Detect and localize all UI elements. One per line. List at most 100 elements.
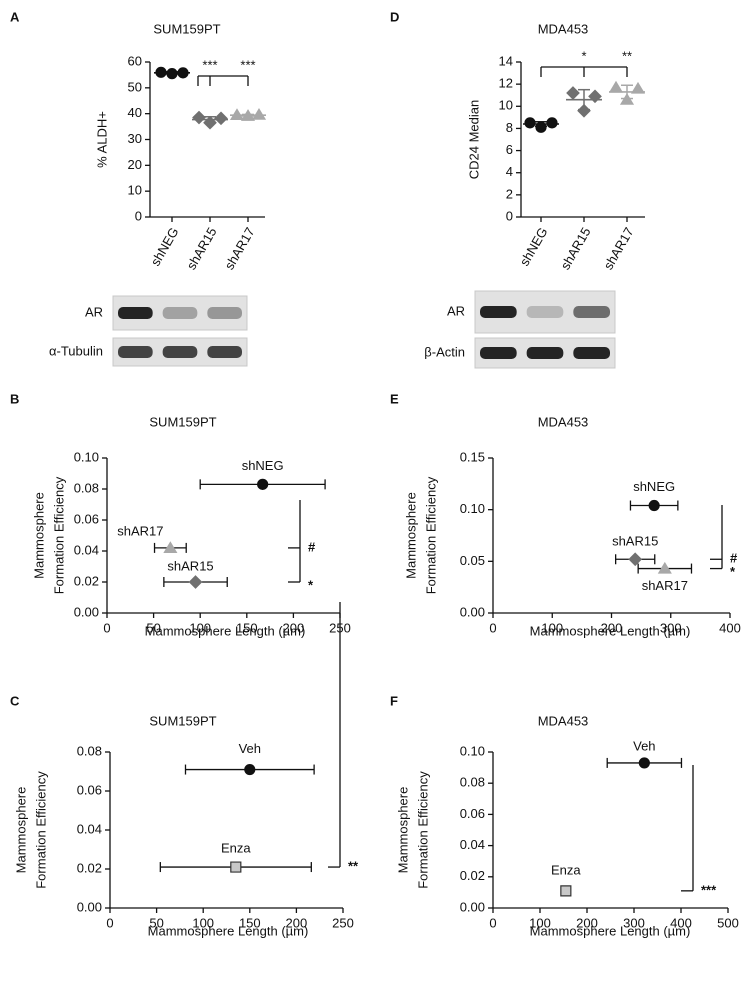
marker [619, 92, 635, 105]
panel-letter: E [390, 391, 399, 406]
point-label: Enza [221, 840, 251, 855]
y-tick-label: 0.10 [460, 501, 485, 516]
x-tick-label: 100 [189, 620, 211, 635]
y-tick-label: 0.00 [460, 899, 485, 914]
y-tick-label: 0.15 [460, 449, 485, 464]
point-label: Veh [239, 741, 261, 756]
y-tick-label: 0.10 [460, 743, 485, 758]
x-tick-label: 400 [719, 620, 741, 635]
chart-title: MDA453 [538, 21, 589, 36]
marker [166, 68, 178, 80]
marker [230, 861, 242, 873]
x-tick-label: 200 [286, 915, 308, 930]
marker [155, 66, 167, 78]
y-tick-label: 0.06 [460, 806, 485, 821]
blot-band [207, 307, 242, 319]
significance: * [581, 48, 586, 63]
marker [240, 109, 256, 121]
chart-title: MDA453 [538, 414, 589, 429]
point-label: shAR15 [612, 534, 658, 549]
marker [244, 763, 256, 776]
blot-band [162, 346, 198, 358]
y-axis-label: Formation Efficiency [33, 771, 48, 889]
marker [535, 121, 547, 133]
x-tick-label: 0 [489, 620, 496, 635]
panel-letter: B [10, 391, 19, 406]
significance: ** [348, 858, 359, 873]
marker [163, 541, 178, 553]
marker [229, 108, 245, 121]
blot-band [480, 306, 517, 318]
panel: E MDA453 0.00 0.05 0.10 0.15 0 100 200 300 400 Mamm… [390, 391, 741, 638]
y-tick-label: 50 [128, 79, 142, 94]
significance: *** [240, 57, 255, 72]
marker [546, 117, 558, 129]
y-tick-label: 0.08 [74, 480, 99, 495]
y-axis-label: Mammosphere [31, 492, 46, 579]
x-tick-label: 100 [541, 620, 563, 635]
blot-band [573, 306, 610, 318]
y-tick-label: 0 [506, 208, 513, 223]
y-tick-label: 0.08 [460, 775, 485, 790]
x-tick-label: 400 [670, 915, 692, 930]
y-axis-label: Mammosphere [395, 787, 410, 874]
marker [214, 111, 228, 126]
x-tick-label: 200 [576, 915, 598, 930]
x-tick-label: shNEG [517, 225, 551, 269]
y-axis-label: CD24 Median [466, 100, 481, 180]
y-axis-label: Formation Efficiency [415, 771, 430, 889]
panel: F MDA453 0.00 0.02 0.04 0.06 0.08 0.10 0 100 200 30… [390, 693, 739, 938]
significance: ** [622, 48, 632, 63]
y-axis-label: Mammosphere [13, 787, 28, 874]
x-tick-label: 0 [106, 915, 113, 930]
panel: A SUM159PT 0 10 20 30 40 50 60 % ALDH+ shNEG shAR15… [10, 9, 266, 367]
y-tick-label: 4 [506, 164, 513, 179]
marker [577, 103, 591, 118]
significance: *** [202, 57, 217, 72]
point-label: shAR17 [117, 523, 163, 538]
y-tick-label: 0.04 [74, 542, 99, 557]
x-tick-label: 500 [717, 915, 739, 930]
x-tick-label: 0 [103, 620, 110, 635]
panel-letter: C [10, 693, 20, 708]
point-label: shAR15 [167, 558, 213, 573]
y-tick-label: 0 [135, 208, 142, 223]
marker [608, 80, 624, 93]
blot-band [118, 307, 153, 319]
significance: # [308, 539, 316, 554]
x-tick-label: 100 [529, 915, 551, 930]
y-tick-label: 8 [506, 120, 513, 135]
panel-letter: F [390, 693, 398, 708]
x-axis-label: Mammosphere Length (µm) [530, 923, 691, 938]
blot-band [118, 346, 153, 358]
x-tick-label: shNEG [148, 225, 182, 269]
blot-band [526, 306, 564, 318]
x-tick-label: 150 [236, 620, 258, 635]
x-tick-label: 200 [283, 620, 305, 635]
marker [560, 885, 572, 897]
y-axis-label: Mammosphere [403, 492, 418, 579]
blot-band [480, 347, 517, 359]
significance: *** [701, 882, 717, 897]
marker [566, 86, 580, 100]
marker [203, 115, 217, 130]
chart-title: SUM159PT [149, 713, 216, 728]
x-tick-label: 300 [660, 620, 682, 635]
blot-label: α-Tubulin [49, 343, 103, 358]
y-axis-label: Formation Efficiency [51, 476, 66, 594]
panel-letter: A [10, 9, 20, 24]
y-tick-label: 0.04 [77, 821, 102, 836]
y-tick-label: 0.00 [74, 604, 99, 619]
y-tick-label: 0.02 [74, 573, 99, 588]
y-tick-label: 10 [128, 183, 142, 198]
blot-label: AR [85, 304, 103, 319]
y-tick-label: 0.04 [460, 837, 485, 852]
point-label: shAR17 [642, 578, 688, 593]
x-tick-label: 0 [489, 915, 496, 930]
x-axis-label: Mammosphere Length (µm) [530, 623, 691, 638]
y-axis-label: % ALDH+ [94, 111, 109, 168]
y-tick-label: 0.02 [77, 860, 102, 875]
x-tick-label: 150 [239, 915, 261, 930]
